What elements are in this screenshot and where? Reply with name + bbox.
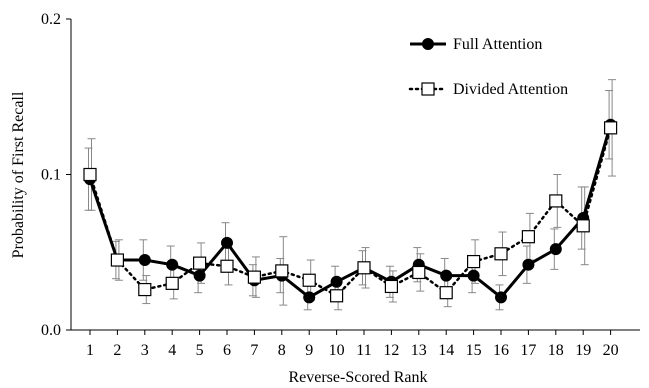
data-point-divided-attention xyxy=(302,273,316,287)
data-point-full-attention xyxy=(467,269,480,282)
y-tick-label: 0.0 xyxy=(41,322,61,339)
legend-marker-full-attention xyxy=(422,38,434,50)
data-point-divided-attention xyxy=(193,256,207,270)
data-point-full-attention xyxy=(303,291,316,304)
x-tick-label: 12 xyxy=(383,342,399,359)
series-lines xyxy=(88,124,613,299)
data-point-divided-attention xyxy=(83,167,97,182)
data-point-divided-attention xyxy=(412,265,426,280)
x-tick-label: 17 xyxy=(520,342,536,359)
data-point-full-attention xyxy=(166,258,179,271)
series-markers xyxy=(83,118,618,304)
x-tick-label: 10 xyxy=(329,342,345,359)
data-point-divided-attention xyxy=(521,230,536,244)
x-tick-label: 2 xyxy=(113,342,121,359)
data-point-divided-attention xyxy=(138,282,152,297)
x-tick-label: 1 xyxy=(86,342,94,359)
error-bars xyxy=(84,79,617,311)
y-tick-label: 0.2 xyxy=(41,11,61,28)
x-axis-title: Reverse-Scored Rank xyxy=(288,369,427,386)
data-point-divided-attention xyxy=(549,194,563,208)
data-point-full-attention xyxy=(495,291,507,304)
x-tick-label: 16 xyxy=(493,342,509,359)
ticks: 0.00.10.21 2 3 4 5 6 7 8 9 10 11 12 13 14 15 16 17 18 19 20 xyxy=(41,11,619,359)
x-tick-label: 6 xyxy=(223,342,231,359)
data-point-divided-attention xyxy=(247,270,261,284)
data-point-full-attention xyxy=(549,243,562,256)
legend-label-divided-attention: Divided Attention xyxy=(453,81,568,98)
x-tick-label: 11 xyxy=(356,342,371,359)
data-point-divided-attention xyxy=(220,259,234,273)
data-point-full-attention xyxy=(522,258,535,271)
x-tick-label: 14 xyxy=(438,342,454,359)
x-tick-label: 8 xyxy=(278,342,286,359)
data-point-divided-attention xyxy=(576,219,590,233)
data-point-divided-attention xyxy=(357,261,371,275)
legend-marker-divided-attention xyxy=(421,82,435,96)
legend: Full Attention Divided Attention xyxy=(408,36,568,98)
series-line-divided-attention xyxy=(88,126,612,298)
x-tick-label: 5 xyxy=(196,342,204,359)
x-tick-label: 3 xyxy=(141,342,149,359)
series-line-full-attention xyxy=(88,124,613,299)
data-point-divided-attention xyxy=(330,289,344,303)
data-point-divided-attention xyxy=(275,264,289,278)
data-point-full-attention xyxy=(440,269,453,282)
data-point-full-attention xyxy=(221,236,233,249)
x-tick-label: 7 xyxy=(250,342,258,359)
x-tick-label: 18 xyxy=(548,342,564,359)
x-tick-label: 4 xyxy=(168,342,176,359)
data-point-divided-attention xyxy=(439,286,453,300)
x-tick-label: 19 xyxy=(575,342,591,359)
x-tick-label: 9 xyxy=(305,342,313,359)
x-tick-label: 20 xyxy=(603,342,619,359)
data-point-divided-attention xyxy=(603,121,618,135)
data-point-divided-attention xyxy=(384,279,398,294)
x-tick-label: 15 xyxy=(466,342,482,359)
data-point-full-attention xyxy=(330,275,343,288)
data-point-divided-attention xyxy=(110,253,125,267)
data-point-full-attention xyxy=(193,269,206,282)
y-axis-title: Probability of First Recall xyxy=(10,91,27,258)
data-point-divided-attention xyxy=(165,276,179,290)
data-point-divided-attention xyxy=(494,247,508,261)
data-point-divided-attention xyxy=(467,254,481,269)
y-tick-label: 0.1 xyxy=(41,167,61,184)
legend-label-full-attention: Full Attention xyxy=(453,36,542,53)
data-point-full-attention xyxy=(138,254,151,267)
x-tick-label: 13 xyxy=(411,342,427,359)
